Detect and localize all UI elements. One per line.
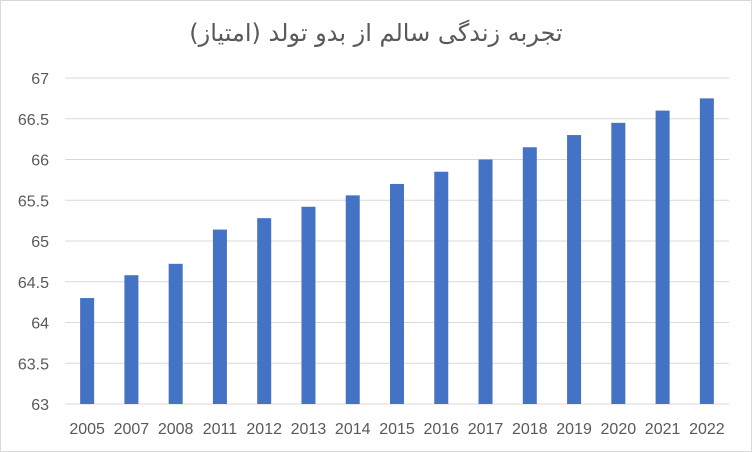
y-tick-label: 65 bbox=[31, 234, 49, 251]
bar-2015 bbox=[390, 183, 404, 404]
y-tick-label: 66 bbox=[31, 153, 49, 170]
x-tick-label: 2017 bbox=[468, 421, 504, 438]
x-tick-label: 2015 bbox=[379, 421, 415, 438]
y-tick-label: 63.5 bbox=[18, 356, 49, 373]
x-tick-label: 2022 bbox=[689, 421, 725, 438]
x-tick-label: 2021 bbox=[645, 421, 681, 438]
bar-2022 bbox=[699, 98, 714, 404]
x-tick-label: 2020 bbox=[601, 421, 637, 438]
x-tick-label: 2007 bbox=[114, 421, 150, 438]
x-tick-label: 2018 bbox=[512, 421, 548, 438]
y-tick-label: 64 bbox=[31, 316, 49, 333]
bar-2019 bbox=[567, 135, 582, 405]
x-tick-label: 2013 bbox=[291, 421, 327, 438]
x-tick-label: 2014 bbox=[335, 421, 371, 438]
bar-2021 bbox=[655, 110, 670, 404]
bar-2016 bbox=[434, 171, 449, 404]
x-tick-label: 2005 bbox=[69, 421, 105, 438]
bar-2007 bbox=[124, 275, 139, 404]
bar-2013 bbox=[301, 206, 316, 404]
x-tick-label: 2012 bbox=[246, 421, 282, 438]
bar-2014 bbox=[345, 195, 360, 404]
x-tick-label: 2016 bbox=[423, 421, 459, 438]
bar-2012 bbox=[257, 218, 272, 404]
y-tick-label: 66.5 bbox=[18, 112, 49, 129]
bar-2008 bbox=[168, 263, 183, 404]
bar-2011 bbox=[212, 229, 227, 404]
bar-2005 bbox=[80, 298, 95, 404]
bar-2020 bbox=[611, 122, 626, 404]
bar-2018 bbox=[522, 147, 537, 404]
bar-2017 bbox=[478, 159, 493, 404]
chart-title: تجربه زندگی سالم از بدو تولد (امتیاز) bbox=[189, 19, 563, 47]
y-tick-label: 64.5 bbox=[18, 275, 49, 292]
y-tick-label: 67 bbox=[31, 71, 49, 88]
x-tick-label: 2008 bbox=[158, 421, 194, 438]
x-tick-label: 2011 bbox=[203, 421, 238, 438]
x-tick-label: 2019 bbox=[556, 421, 592, 438]
y-tick-label: 65.5 bbox=[18, 193, 49, 210]
y-tick-label: 63 bbox=[31, 397, 49, 414]
